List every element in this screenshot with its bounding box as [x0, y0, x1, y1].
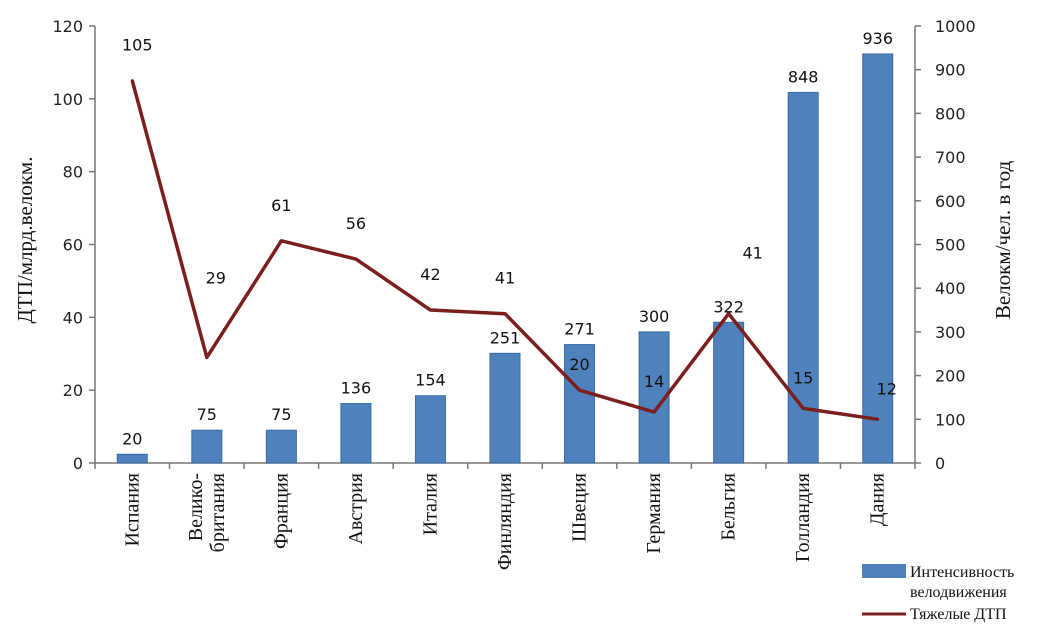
category-label: Австрия	[345, 473, 367, 545]
bar	[414, 395, 446, 464]
y-left-axis-title: ДТП/млрд.велокм.	[13, 157, 37, 324]
line-point	[876, 417, 880, 421]
legend-swatch-bar	[862, 564, 906, 578]
bar-data-label: 154	[415, 371, 446, 390]
line-point	[354, 257, 358, 261]
bar	[564, 344, 596, 464]
bar-data-label: 322	[713, 297, 744, 316]
y-left-tick-label: 40	[63, 308, 83, 327]
line-data-label: 61	[271, 196, 291, 215]
bar	[116, 453, 148, 464]
bar-data-label: 20	[122, 429, 142, 448]
y-right-tick-label: 300	[935, 323, 966, 342]
y-left-tick-label: 100	[52, 90, 83, 109]
line-data-label: 14	[644, 372, 664, 391]
legend-label-bar-line1: Интенсивность	[910, 564, 1014, 581]
y-right-tick-label: 0	[935, 454, 945, 473]
legend: Интенсивность велодвижения Тяжелые ДТП	[862, 564, 1014, 623]
y-left-tick-label: 20	[63, 381, 83, 400]
y-left-tick-label: 120	[52, 17, 83, 36]
bar	[862, 53, 894, 464]
line-data-label: 12	[877, 379, 897, 398]
y-left-tick-label: 60	[63, 236, 83, 255]
y-left-axis: 0 20 40 60 80 100 120	[52, 17, 916, 473]
y-right-tick-label: 800	[935, 104, 966, 123]
bar	[191, 429, 223, 464]
line-data-label: 41	[742, 244, 762, 263]
bar	[713, 321, 745, 464]
bar-data-label: 848	[788, 67, 819, 86]
bar-data-label: 251	[490, 328, 521, 347]
line-point	[578, 388, 582, 392]
bar-data-label: 271	[564, 320, 595, 339]
y-right-tick-label: 100	[935, 410, 966, 429]
line-data-label: 56	[346, 214, 366, 233]
category-label: Голландия	[792, 473, 814, 562]
y-right-tick-label: 400	[935, 279, 966, 298]
category-label: Германия	[643, 473, 665, 554]
category-label: Испания	[121, 473, 143, 547]
y-right-tick-label: 500	[935, 236, 966, 255]
category-label: Швеция	[569, 473, 591, 542]
category-label: британия	[207, 473, 229, 552]
line-point	[801, 406, 805, 410]
bar-data-label: 75	[197, 405, 217, 424]
line-point	[130, 79, 134, 83]
line-point	[428, 308, 432, 312]
legend-label-bar-line2: велодвижения	[910, 584, 1007, 601]
category-labels: Испания Велико-британия Франция Австрия Итал…	[121, 473, 888, 570]
line-data-labels: 105 29 61 56 42 41 20 14 41 15 12	[122, 36, 897, 399]
y-left-tick-label: 80	[63, 163, 83, 182]
y-right-axis: 0 100 200 300 400 500 600 700 800 900 1000	[915, 17, 976, 473]
line-data-label: 20	[569, 355, 589, 374]
category-label: Италия	[419, 473, 441, 535]
line-data-label: 105	[122, 36, 153, 55]
line-point	[503, 312, 507, 316]
line-point	[279, 239, 283, 243]
y-left-tick-label: 0	[73, 454, 83, 473]
bar	[787, 91, 819, 464]
bar	[489, 352, 521, 464]
y-right-tick-label: 900	[935, 61, 966, 80]
line-data-label: 41	[495, 269, 515, 288]
bar	[340, 403, 372, 464]
category-label: Финляндия	[494, 473, 516, 570]
bar-series	[116, 53, 894, 464]
bar	[265, 429, 297, 464]
line-data-label: 42	[420, 265, 440, 284]
y-right-axis-title: Велокм/чел. в год	[991, 161, 1015, 320]
bar-data-labels: 20 75 75 136 154 251 271 300 322 848 936	[122, 29, 893, 448]
line-series	[130, 79, 880, 422]
y-right-tick-label: 600	[935, 192, 966, 211]
category-label: Велико-	[185, 473, 207, 541]
y-right-tick-label: 200	[935, 367, 966, 386]
legend-label-line: Тяжелые ДТП	[910, 606, 1007, 623]
bar-data-label: 300	[639, 307, 670, 326]
category-label: Бельгия	[718, 473, 740, 541]
category-label: Франция	[270, 473, 292, 549]
bar-data-label: 936	[862, 29, 893, 48]
y-right-tick-label: 700	[935, 148, 966, 167]
line-point	[205, 355, 209, 359]
line-data-label: 15	[793, 368, 813, 387]
y-right-tick-label: 1000	[935, 17, 976, 36]
category-label: Дания	[867, 473, 889, 526]
line-point	[652, 410, 656, 414]
bar-data-label: 136	[341, 379, 372, 398]
line-data-label: 29	[206, 268, 226, 287]
bar-data-label: 75	[271, 405, 291, 424]
line-point	[727, 312, 731, 316]
